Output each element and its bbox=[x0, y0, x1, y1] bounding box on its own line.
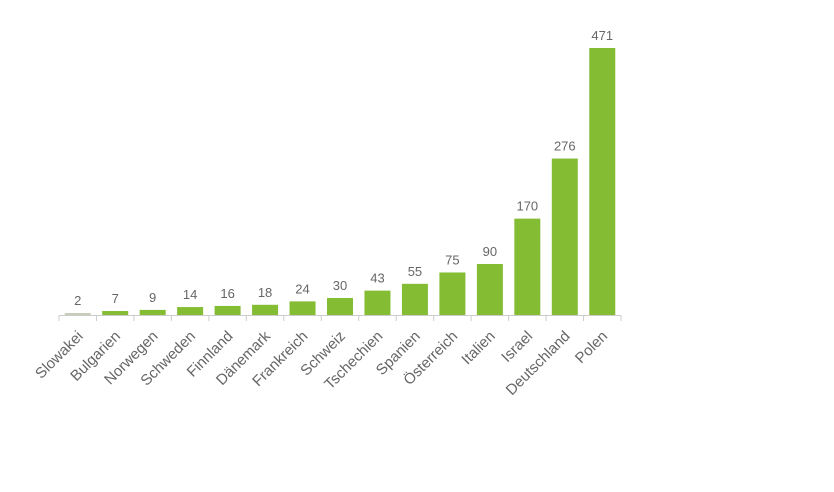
category-labels-layer: SlowakeiBulgarienNorwegenSchwedenFinnlan… bbox=[32, 327, 611, 399]
value-label-3: 14 bbox=[183, 287, 197, 302]
bar-12 bbox=[514, 218, 541, 315]
value-label-13: 276 bbox=[554, 139, 576, 154]
value-label-6: 24 bbox=[295, 281, 309, 296]
value-label-12: 170 bbox=[516, 199, 538, 214]
bar-8 bbox=[364, 290, 391, 315]
value-label-7: 30 bbox=[333, 278, 347, 293]
value-label-4: 16 bbox=[220, 286, 234, 301]
bar-5 bbox=[252, 304, 279, 315]
value-label-10: 75 bbox=[445, 252, 459, 267]
bar-9 bbox=[401, 283, 428, 315]
value-label-14: 471 bbox=[591, 28, 613, 43]
bar-14 bbox=[589, 48, 616, 315]
bar-1 bbox=[102, 311, 129, 315]
bar-6 bbox=[289, 301, 316, 315]
bar-13 bbox=[551, 158, 578, 315]
value-label-8: 43 bbox=[370, 271, 384, 286]
bars-layer bbox=[64, 48, 616, 315]
value-label-2: 9 bbox=[149, 290, 156, 305]
bar-4 bbox=[214, 305, 241, 315]
bar-3 bbox=[177, 307, 204, 315]
category-label-11: Italien bbox=[458, 328, 498, 368]
bar-2 bbox=[139, 309, 166, 315]
value-label-0: 2 bbox=[74, 293, 81, 308]
value-labels-layer: 2 7 9 14 16 18 24 30 43 55 75 90 170 276 471 bbox=[74, 28, 613, 308]
value-label-11: 90 bbox=[483, 244, 497, 259]
category-label-14: Polen bbox=[572, 328, 611, 367]
value-label-5: 18 bbox=[258, 285, 272, 300]
bar-11 bbox=[476, 263, 503, 315]
bar-10 bbox=[439, 272, 466, 315]
value-label-9: 55 bbox=[408, 264, 422, 279]
value-label-1: 7 bbox=[112, 291, 119, 306]
bar-7 bbox=[327, 297, 353, 315]
bar-0 bbox=[64, 313, 91, 315]
x-axis bbox=[58, 315, 622, 321]
